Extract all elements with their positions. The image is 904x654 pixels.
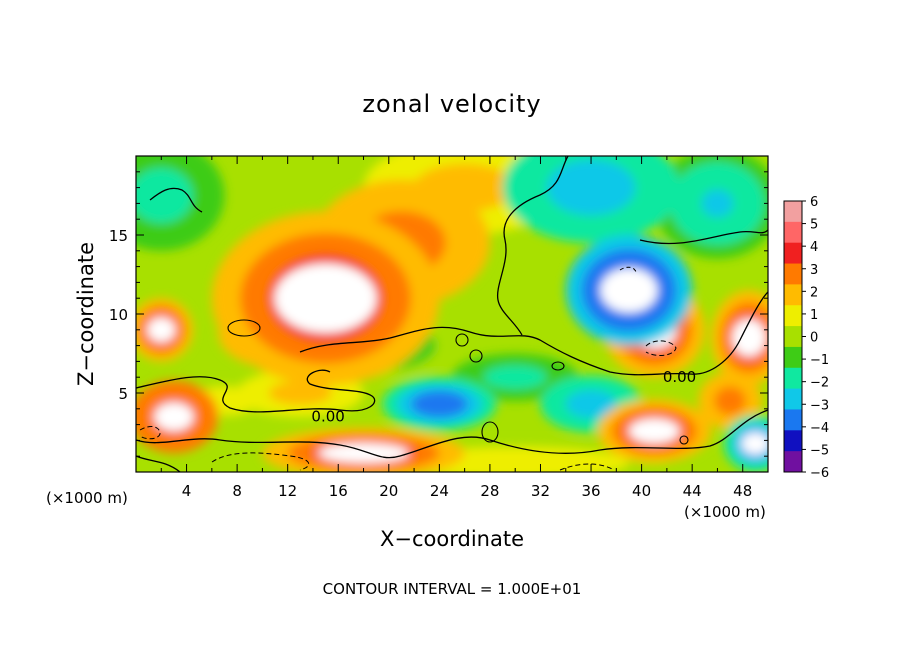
colorbar-label: 1 [810, 308, 818, 323]
colorbar-label: 4 [810, 240, 818, 255]
contour-dashed [645, 340, 677, 356]
x-axis-label: X−coordinate [380, 527, 524, 551]
colorbar-label: 0 [810, 331, 818, 346]
contour-interval-note: CONTOUR INTERVAL = 1.000E+01 [323, 580, 582, 598]
field-blob [477, 457, 554, 468]
contour-line [136, 369, 376, 413]
x-tick-label: 16 [329, 482, 348, 500]
x-tick-label: 40 [632, 482, 651, 500]
contour-dashed [619, 266, 637, 273]
colorbar-label: 5 [810, 218, 818, 233]
out-of-range-region [731, 318, 767, 357]
y-axis-label: Z−coordinate [74, 242, 98, 386]
x-tick-label: 48 [733, 482, 752, 500]
contour-loop [551, 361, 565, 371]
colorbar-swatch [784, 242, 802, 265]
x-tick-label: 20 [379, 482, 398, 500]
contour-line [496, 156, 569, 336]
contour-label: 0.00 [311, 407, 344, 425]
x-tick-label: 28 [480, 482, 499, 500]
colorbar-label: −1 [810, 353, 829, 368]
field-blob [213, 396, 236, 406]
field-blob [425, 397, 454, 411]
contour-loop [481, 421, 499, 443]
contour-line [149, 187, 203, 213]
colorbar-swatch [784, 388, 802, 410]
heatmap-field [136, 156, 768, 472]
x-unit-left: (×1000 m) [46, 489, 128, 507]
out-of-range-region [154, 402, 194, 432]
x-tick-label: 36 [581, 482, 600, 500]
contour-dashed [559, 463, 615, 471]
field-blob [722, 393, 738, 409]
out-of-range-region [628, 418, 680, 444]
colorbar-swatch [784, 221, 802, 244]
colorbar-swatch [784, 451, 802, 473]
x-tick-label: 12 [278, 482, 297, 500]
y-tick-label: 15 [109, 227, 128, 245]
colorbar-swatch [784, 263, 802, 285]
contour-labels: 0.00 0.00 [311, 368, 696, 426]
x-axis-ticks: 4 8 12 16 20 24 28 32 36 40 44 48 [160, 156, 752, 500]
contour-loop [679, 435, 689, 445]
x-tick-label: 8 [232, 482, 242, 500]
contour-dashed [211, 452, 310, 471]
x-unit-right: (×1000 m) [684, 503, 766, 521]
out-of-range-region [147, 317, 176, 343]
contour-loop [469, 349, 483, 363]
out-of-range-region [741, 432, 768, 455]
out-of-range-region [274, 263, 377, 333]
colorbar-label: 2 [810, 285, 818, 300]
contour-loop [227, 319, 261, 337]
colorbar-label: −5 [810, 443, 829, 458]
x-tick-label: 4 [182, 482, 192, 500]
colorbar-swatch [784, 367, 802, 390]
colorbar-swatch [784, 346, 802, 369]
colorbar-swatch [784, 201, 802, 223]
colorbar-label: −2 [810, 376, 829, 391]
y-tick-label: 5 [118, 385, 128, 403]
contour-label: 0.00 [663, 368, 696, 386]
out-of-range-region [318, 442, 410, 464]
colorbar-label: 6 [810, 195, 818, 210]
contour-loop [455, 333, 469, 347]
colorbar-label: −3 [810, 398, 829, 413]
field-blob [701, 189, 734, 218]
contour-line [136, 455, 181, 472]
x-tick-label: 24 [430, 482, 449, 500]
chart-title: zonal velocity [362, 90, 541, 118]
colorbar-label: 3 [810, 263, 818, 278]
field-blob [284, 387, 317, 399]
colorbar-swatch [784, 284, 802, 306]
field-blob [578, 396, 604, 412]
contour-line [136, 409, 768, 459]
contour-line [299, 291, 768, 376]
y-axis-ticks: 5 10 15 [109, 171, 768, 457]
contour-dashed [139, 426, 161, 440]
colorbar-label: −4 [810, 421, 829, 436]
x-tick-label: 44 [683, 482, 702, 500]
field-blob [568, 173, 614, 202]
colorbar-swatch [784, 409, 802, 431]
y-tick-label: 10 [109, 306, 128, 324]
colorbar-label: −6 [810, 466, 829, 481]
contour-line [639, 229, 768, 245]
x-tick-label: 32 [531, 482, 550, 500]
field-blob [145, 181, 178, 210]
field-blob [499, 371, 531, 384]
colorbar-swatch [784, 326, 802, 348]
colorbar-swatch [784, 305, 802, 327]
zero-contour-lines [136, 156, 768, 472]
out-of-range-region [600, 268, 658, 313]
colorbar: 6 5 4 3 2 1 0 −1 −2 −3 −4 −5 −6 [783, 195, 829, 481]
colorbar-swatch [784, 430, 802, 452]
